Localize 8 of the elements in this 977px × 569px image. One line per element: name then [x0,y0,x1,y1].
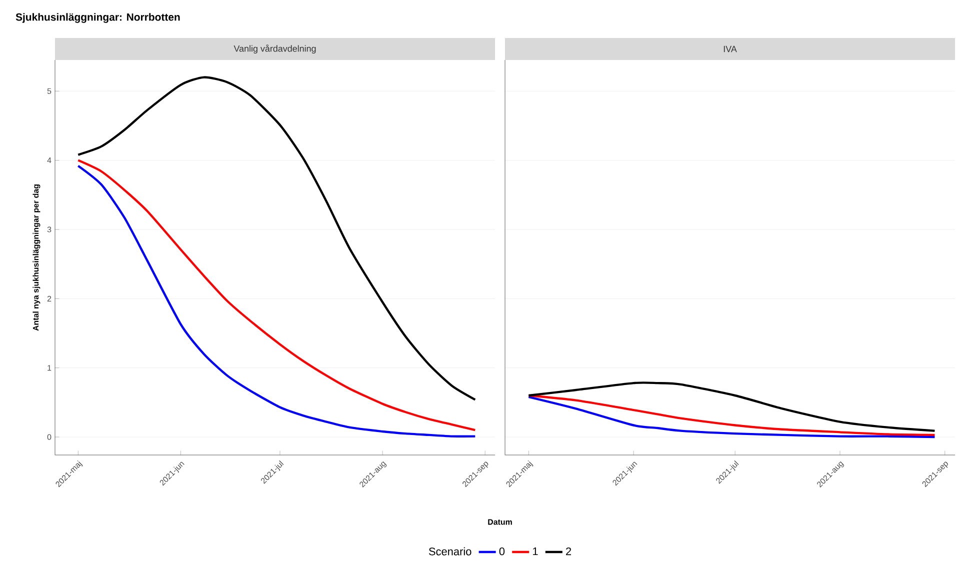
legend-label: 0 [499,547,505,556]
chart-title: Sjukhusinläggningar: Norrbotten [16,13,180,23]
legend-label: 2 [566,547,572,556]
chart-subtitle: IVA [724,46,737,52]
line-series [77,76,476,401]
legend-label: 1 [533,548,538,556]
legend-title: Scenario [428,547,472,556]
chart-subtitle: Vanlig vårdavdelning [234,44,316,54]
